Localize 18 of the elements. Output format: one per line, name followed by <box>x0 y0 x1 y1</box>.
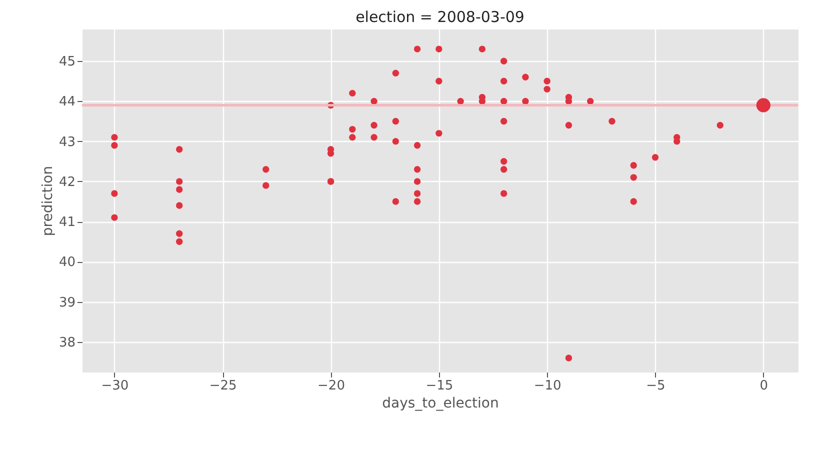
y-tick-label: 43 <box>58 134 76 150</box>
x-tick-label: −5 <box>646 378 666 394</box>
x-tick-label: 0 <box>760 378 768 394</box>
x-tick-label: −25 <box>209 378 237 394</box>
x-tick-label: −15 <box>426 378 454 394</box>
y-tick-label: 40 <box>58 255 76 270</box>
x-tick-label: −30 <box>101 378 129 394</box>
y-tick-label: 39 <box>58 295 76 310</box>
y-tick-label: 45 <box>58 54 76 70</box>
y-axis-title: prediction <box>40 166 56 236</box>
y-tick-label: 41 <box>58 215 76 230</box>
x-tick-label: −20 <box>318 378 345 394</box>
x-tick-label: −10 <box>534 378 562 394</box>
x-axis-title: days_to_election <box>382 396 499 412</box>
chart-title: election = 2008-03-09 <box>356 8 524 26</box>
y-tick-label: 42 <box>58 174 76 190</box>
y-tick-label: 38 <box>58 335 76 350</box>
y-tick-label: 44 <box>58 94 76 110</box>
